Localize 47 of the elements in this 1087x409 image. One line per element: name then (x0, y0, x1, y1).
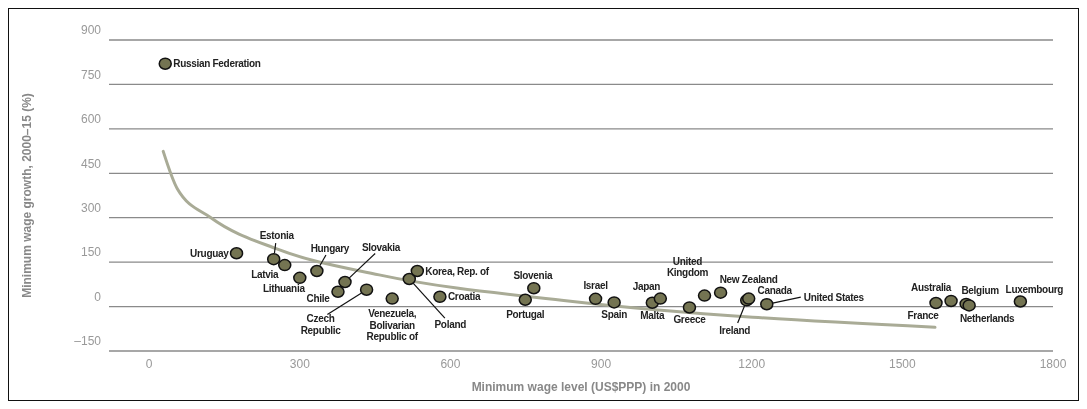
annotation: Israel (583, 280, 609, 292)
x-tick-label: 1500 (889, 356, 917, 371)
annotation: Hungary (310, 242, 350, 254)
annotation: Croatia (447, 291, 481, 303)
y-tick-label: 0 (94, 289, 102, 304)
x-tick-label: 600 (440, 356, 461, 371)
annotation: Korea, Rep. of (425, 265, 490, 277)
y-tick-label: 900 (80, 23, 102, 38)
y-tick-label: 450 (80, 156, 102, 171)
annotation: Malta (640, 310, 666, 322)
x-tick-label: 900 (591, 356, 612, 371)
annotation: Uruguay (190, 247, 230, 259)
y-tick-label: 600 (80, 112, 102, 127)
annotation: United States (803, 291, 865, 303)
annotation: Portugal (506, 309, 545, 321)
annotation: Lithuania (262, 283, 306, 295)
annotation: Slovenia (513, 269, 553, 281)
x-axis-title: Minimum wage level (US$PPP) in 2000 (471, 380, 691, 394)
annotation: New Zealand (719, 274, 778, 286)
annotation: Venezuela, Bolivarian Republic of (366, 308, 419, 343)
y-tick-label: 750 (80, 67, 102, 82)
annotation: Czech Republic (300, 313, 342, 336)
y-tick-label: –150 (74, 334, 102, 349)
annotation: Australia (911, 282, 952, 294)
annotation: Spain (601, 308, 628, 320)
annotation: Russian Federation (173, 58, 261, 70)
annotation: Latvia (251, 268, 280, 280)
annotation: Greece (673, 313, 707, 325)
annotation: Slovakia (361, 242, 401, 254)
annotation: Netherlands (959, 312, 1016, 324)
annotation: United Kingdom (666, 255, 709, 279)
annotation: Poland (434, 318, 467, 330)
annotation: Ireland (719, 324, 751, 336)
x-tick-label: 1200 (738, 356, 766, 371)
x-tick-label: 300 (289, 356, 311, 371)
x-tick-label: 0 (145, 356, 153, 371)
annotation: France (907, 309, 940, 321)
y-tick-label: 150 (80, 245, 102, 260)
annotation: Canada (757, 285, 793, 297)
annotation: Estonia (259, 229, 295, 241)
annotation: Belgium (961, 285, 1000, 297)
annotation: Luxembourg (1005, 284, 1064, 296)
annotation: Chile (306, 293, 331, 305)
y-axis-title: Minimum wage growth, 2000–15 (%) (20, 93, 35, 298)
x-tick-label: 1800 (1039, 356, 1067, 371)
y-tick-label: 300 (80, 200, 102, 215)
annotation: Japan (632, 281, 661, 293)
